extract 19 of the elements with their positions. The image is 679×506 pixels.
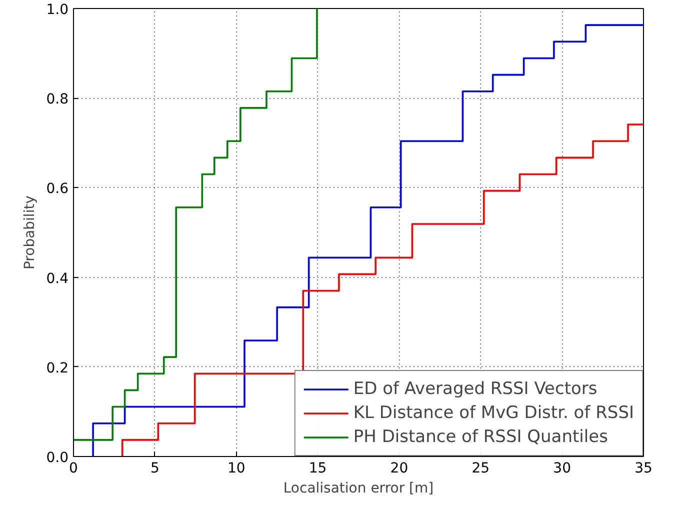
x-axis-title: Localisation error [m] [283,480,434,496]
x-tick-label: 35 [634,460,652,476]
x-tick-label: 15 [308,460,327,476]
x-tick-label: 5 [150,460,160,476]
y-axis-title: Probability [22,195,38,270]
y-tick-label: 1.0 [46,2,68,18]
x-tick-label: 10 [227,460,246,476]
y-tick-label: 0.8 [46,92,68,108]
x-tick-label: 20 [390,460,408,476]
legend-label: PH Distance of RSSI Quantiles [353,427,608,447]
y-tick-label: 0.2 [46,360,68,376]
y-tick-label: 0.4 [46,270,69,287]
x-tick-label: 25 [472,460,490,476]
legend-label: ED of Averaged RSSI Vectors [353,379,598,399]
y-tick-label: 0.6 [46,181,69,198]
y-tick-label: 0.0 [46,450,68,466]
legend-label: KL Distance of MvG Distr. of RSSI [353,403,634,423]
x-tick-label: 30 [553,460,571,476]
x-tick-label: 0 [69,460,78,476]
